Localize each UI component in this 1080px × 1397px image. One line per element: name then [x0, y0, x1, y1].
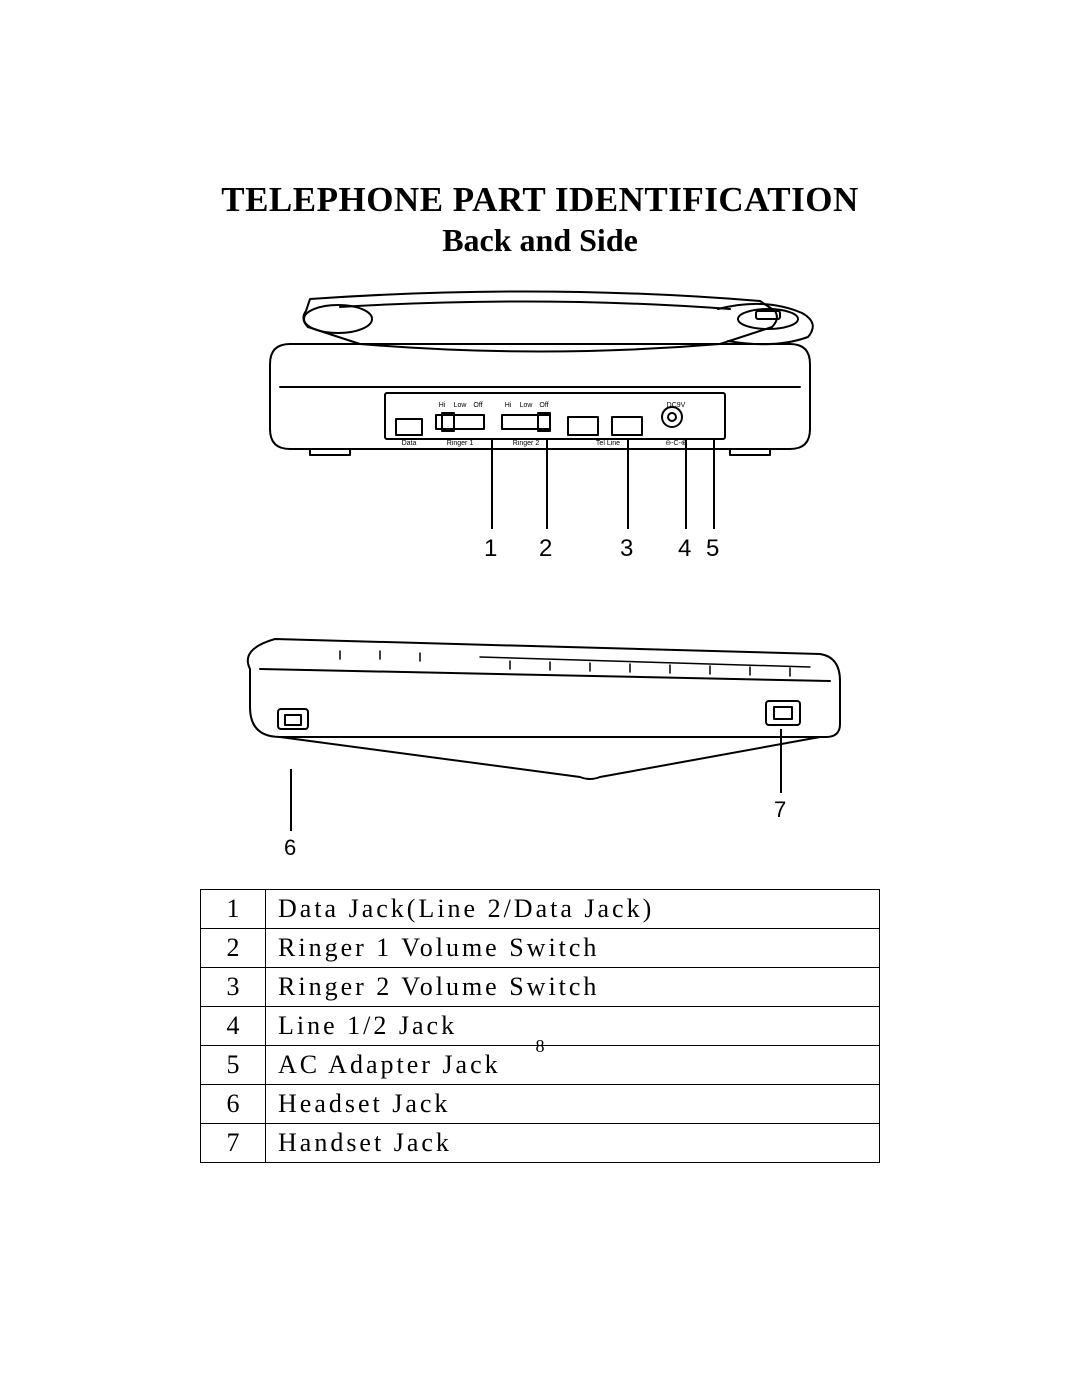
table-row: 7Handset Jack	[201, 1124, 880, 1163]
manual-page: TELEPHONE PART IDENTIFICATION Back and S…	[0, 0, 1080, 1397]
svg-text:Off: Off	[473, 402, 482, 409]
part-number: 2	[201, 929, 266, 968]
table-row: 3Ringer 2 Volume Switch	[201, 968, 880, 1007]
svg-text:Hi: Hi	[505, 402, 512, 409]
callout-number: 1	[484, 535, 497, 563]
part-label: Data Jack(Line 2/Data Jack)	[266, 890, 880, 929]
svg-text:Ringer 2: Ringer 2	[513, 440, 540, 447]
callout-line	[685, 439, 687, 529]
back-view-diagram: Hi Low Off Hi Low Off Data Ringer 1 Ringer 2…	[220, 289, 860, 589]
svg-text:DC9V: DC9V	[667, 402, 686, 409]
svg-text:Hi: Hi	[439, 402, 446, 409]
part-number: 6	[201, 1085, 266, 1124]
callout-number: 2	[539, 535, 552, 563]
callout-number: 6	[284, 835, 296, 861]
page-title: TELEPHONE PART IDENTIFICATION	[0, 180, 1080, 220]
svg-text:Data: Data	[402, 440, 417, 447]
phone-back-drawing: Hi Low Off Hi Low Off Data Ringer 1 Ringer 2…	[220, 289, 860, 459]
parts-table: 1Data Jack(Line 2/Data Jack)2Ringer 1 Vo…	[200, 889, 880, 1163]
part-label: Ringer 2 Volume Switch	[266, 968, 880, 1007]
callout-line	[491, 439, 493, 529]
svg-text:Tel Line: Tel Line	[596, 440, 620, 447]
part-label: Handset Jack	[266, 1124, 880, 1163]
callout-number: 5	[706, 535, 719, 563]
callout-line	[627, 439, 629, 529]
part-label: Ringer 1 Volume Switch	[266, 929, 880, 968]
callout-line	[713, 439, 715, 529]
table-row: 2Ringer 1 Volume Switch	[201, 929, 880, 968]
callout-line	[290, 769, 292, 831]
callout-line	[780, 729, 782, 793]
table-row: 6Headset Jack	[201, 1085, 880, 1124]
svg-text:Low: Low	[520, 402, 534, 409]
page-number: 8	[0, 1036, 1080, 1057]
svg-text:Low: Low	[454, 402, 468, 409]
table-row: 1Data Jack(Line 2/Data Jack)	[201, 890, 880, 929]
part-number: 1	[201, 890, 266, 929]
svg-text:Off: Off	[539, 402, 548, 409]
titles: TELEPHONE PART IDENTIFICATION Back and S…	[0, 180, 1080, 259]
part-number: 3	[201, 968, 266, 1007]
callout-line	[546, 439, 548, 529]
svg-text:⊖-C-⊕: ⊖-C-⊕	[665, 440, 687, 447]
part-number: 7	[201, 1124, 266, 1163]
callout-number: 4	[678, 535, 691, 563]
page-subtitle: Back and Side	[0, 222, 1080, 259]
svg-text:Ringer 1: Ringer 1	[447, 440, 474, 447]
callout-number: 7	[774, 797, 786, 823]
part-label: Headset Jack	[266, 1085, 880, 1124]
side-view-diagram: 67	[220, 609, 860, 849]
callout-number: 3	[620, 535, 633, 563]
